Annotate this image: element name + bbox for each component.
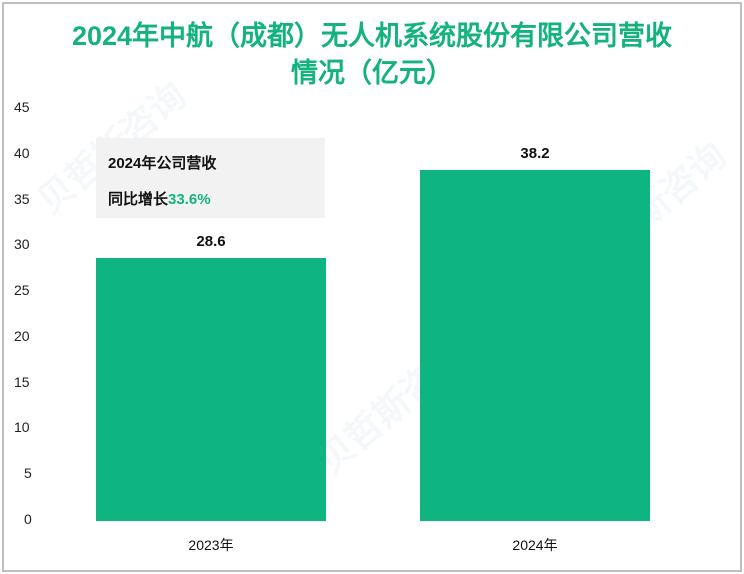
y-tick-35: 35: [14, 191, 30, 207]
y-tick-30: 30: [14, 236, 30, 252]
y-tick-0: 0: [24, 511, 32, 527]
annotation-title: 2024年公司营收: [108, 155, 217, 172]
x-label-2023: 2023年: [188, 537, 234, 553]
y-tick-20: 20: [14, 328, 30, 344]
annotation-growth-label: 同比增长: [108, 191, 169, 208]
chart-title-line2: 情况（亿元）: [291, 58, 453, 88]
y-tick-5: 5: [24, 465, 32, 481]
bar-2024: [420, 170, 650, 521]
annotation-growth: 同比增长33.6%: [108, 188, 211, 209]
chart-title: 2024年中航（成都）无人机系统股份有限公司营收 情况（亿元）: [0, 18, 744, 92]
y-tick-45: 45: [14, 99, 30, 115]
y-tick-15: 15: [14, 374, 30, 390]
y-tick-25: 25: [14, 282, 30, 298]
y-tick-10: 10: [14, 419, 30, 435]
growth-annotation-box: 2024年公司营收 同比增长33.6%: [96, 138, 325, 218]
x-label-2024: 2024年: [512, 537, 558, 553]
y-tick-40: 40: [14, 145, 30, 161]
bar-2023: [96, 258, 326, 521]
bar-value-label-2023: 28.6: [196, 233, 226, 250]
chart-title-line1: 2024年中航（成都）无人机系统股份有限公司营收: [71, 21, 673, 51]
annotation-growth-value: 33.6%: [168, 191, 211, 208]
bar-value-label-2024: 38.2: [520, 145, 550, 162]
